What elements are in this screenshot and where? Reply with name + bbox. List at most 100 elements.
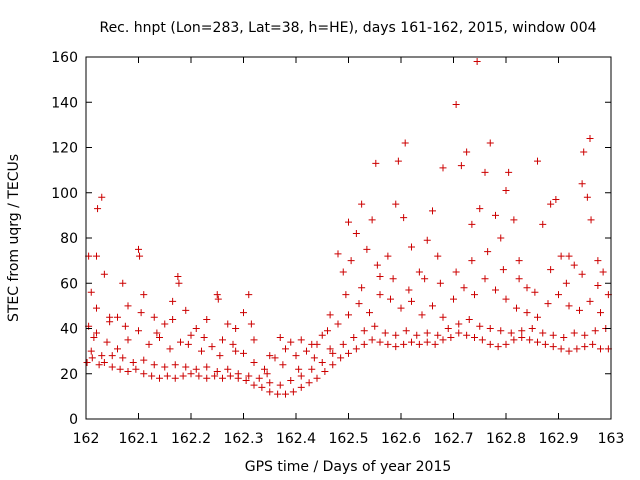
data-point (547, 200, 555, 208)
data-point (124, 302, 132, 310)
data-point (87, 288, 95, 296)
data-point (163, 372, 171, 380)
data-point (468, 220, 476, 228)
data-point (282, 390, 289, 398)
data-point (318, 358, 326, 366)
data-point (436, 279, 444, 287)
data-point (486, 325, 494, 332)
data-point (471, 334, 478, 342)
data-point (150, 313, 158, 321)
data-point (594, 282, 602, 290)
data-point (100, 358, 108, 366)
data-point (358, 284, 366, 292)
data-point (108, 363, 116, 371)
data-point (108, 352, 116, 360)
data-point (360, 327, 368, 335)
data-point (565, 347, 573, 355)
data-point (594, 257, 602, 265)
data-point (329, 349, 337, 357)
data-point (326, 311, 334, 319)
data-point (276, 334, 284, 342)
data-point (549, 331, 557, 339)
data-point (174, 272, 182, 280)
x-tick-label: 162 (73, 431, 100, 447)
x-tick-label: 162.6 (381, 431, 421, 447)
data-point (182, 306, 190, 314)
data-point (289, 388, 297, 396)
data-point (240, 309, 247, 317)
data-point (224, 320, 232, 328)
data-point (121, 322, 129, 330)
data-point (88, 354, 96, 362)
data-point (523, 284, 531, 292)
x-tick-label: 162.2 (171, 431, 211, 447)
data-point (358, 200, 366, 208)
data-point (502, 186, 510, 194)
data-point (295, 365, 303, 373)
data-point (591, 327, 599, 335)
data-point (182, 363, 190, 371)
data-point (156, 334, 163, 342)
data-point (494, 343, 502, 351)
x-tick-label: 162.1 (118, 431, 158, 447)
data-point (408, 338, 415, 346)
data-point (534, 157, 541, 165)
data-point (576, 306, 583, 314)
data-point (400, 340, 408, 348)
data-point (528, 325, 536, 332)
x-axis-label: GPS time / Days of year 2015 (245, 459, 452, 475)
data-point (240, 349, 247, 357)
data-point (350, 334, 358, 342)
y-tick-label: 100 (51, 186, 78, 202)
data-point (169, 297, 177, 305)
data-point (303, 347, 310, 355)
data-point (232, 347, 240, 355)
data-point (578, 180, 586, 188)
data-point (203, 374, 211, 382)
data-point (515, 257, 523, 265)
data-point (169, 315, 177, 323)
data-point (384, 340, 392, 348)
data-point (140, 356, 148, 364)
data-point (282, 345, 289, 353)
data-point (539, 329, 547, 337)
data-point (549, 343, 557, 351)
data-point (329, 361, 337, 369)
data-point (192, 325, 200, 332)
data-point (368, 336, 376, 344)
y-axis-label: STEC from uqrg / TECUs (6, 154, 22, 322)
data-point (507, 329, 515, 337)
data-point (345, 311, 352, 319)
data-point (136, 252, 144, 260)
data-point (279, 361, 287, 369)
data-point (423, 338, 431, 346)
data-point (557, 345, 565, 353)
data-point (597, 309, 604, 317)
data-point (408, 297, 415, 305)
data-point (93, 252, 100, 260)
data-point (452, 268, 460, 276)
data-point (439, 336, 447, 344)
data-point (476, 322, 484, 330)
data-point (98, 352, 106, 360)
data-point (570, 329, 578, 337)
data-point (318, 331, 326, 339)
data-point (405, 286, 413, 294)
data-point (266, 379, 274, 387)
x-tick-label: 162.9 (538, 431, 578, 447)
data-point (93, 304, 100, 312)
data-point (587, 216, 595, 224)
data-point (242, 377, 250, 385)
data-point (263, 370, 271, 378)
y-axis: 0 20 40 60 80 100 120 140 160 (51, 50, 611, 428)
data-point (557, 252, 565, 260)
data-point (455, 320, 463, 328)
data-point (413, 331, 421, 339)
chart-title: Rec. hnpt (Lon=283, Lat=38, h=HE), days … (99, 20, 596, 36)
data-point (345, 218, 352, 226)
data-point (287, 338, 295, 346)
y-tick-label: 20 (60, 367, 78, 383)
data-point (360, 340, 368, 348)
data-point (381, 329, 389, 337)
